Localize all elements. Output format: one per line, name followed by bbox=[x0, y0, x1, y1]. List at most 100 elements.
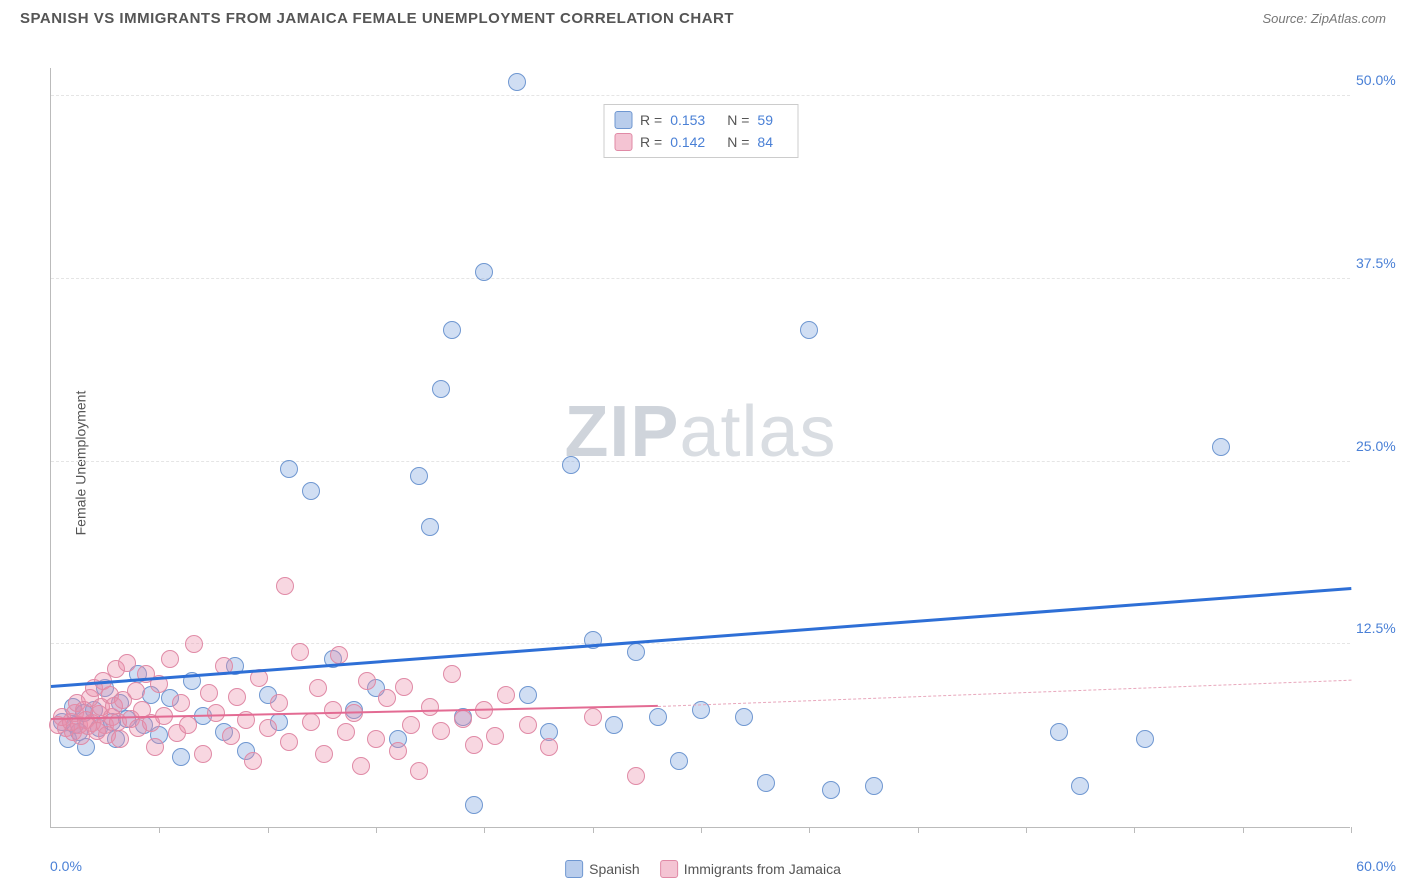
n-value-jamaica: 84 bbox=[757, 134, 773, 150]
legend-row-jamaica: R = 0.142 N = 84 bbox=[614, 131, 787, 153]
scatter-point bbox=[194, 745, 212, 763]
scatter-point bbox=[172, 748, 190, 766]
swatch-jamaica bbox=[660, 860, 678, 878]
scatter-point bbox=[627, 767, 645, 785]
r-label: R = bbox=[640, 134, 662, 150]
scatter-point bbox=[207, 704, 225, 722]
chart-source: Source: ZipAtlas.com bbox=[1262, 11, 1386, 26]
scatter-point bbox=[410, 467, 428, 485]
legend-item-jamaica: Immigrants from Jamaica bbox=[660, 860, 841, 878]
chart-header: SPANISH VS IMMIGRANTS FROM JAMAICA FEMAL… bbox=[0, 0, 1406, 33]
gridline bbox=[51, 95, 1350, 96]
scatter-point bbox=[276, 577, 294, 595]
legend-row-spanish: R = 0.153 N = 59 bbox=[614, 109, 787, 131]
scatter-point bbox=[432, 380, 450, 398]
r-label: R = bbox=[640, 112, 662, 128]
scatter-point bbox=[146, 738, 164, 756]
scatter-point bbox=[270, 694, 288, 712]
y-tick-label: 50.0% bbox=[1356, 72, 1406, 88]
scatter-point bbox=[402, 716, 420, 734]
x-tick-mark bbox=[1134, 827, 1135, 833]
x-tick-mark bbox=[484, 827, 485, 833]
swatch-jamaica bbox=[614, 133, 632, 151]
scatter-point bbox=[172, 694, 190, 712]
scatter-point bbox=[410, 762, 428, 780]
scatter-point bbox=[185, 635, 203, 653]
scatter-point bbox=[1212, 438, 1230, 456]
swatch-spanish bbox=[565, 860, 583, 878]
x-tick-mark bbox=[159, 827, 160, 833]
x-tick-mark bbox=[1351, 827, 1352, 833]
scatter-point bbox=[324, 701, 342, 719]
r-value-jamaica: 0.142 bbox=[670, 134, 705, 150]
scatter-point bbox=[670, 752, 688, 770]
scatter-point bbox=[378, 689, 396, 707]
trend-line bbox=[658, 680, 1351, 707]
scatter-point bbox=[443, 665, 461, 683]
x-tick-mark bbox=[268, 827, 269, 833]
scatter-point bbox=[302, 482, 320, 500]
scatter-point bbox=[161, 650, 179, 668]
scatter-point bbox=[367, 730, 385, 748]
scatter-point bbox=[519, 686, 537, 704]
y-tick-label: 12.5% bbox=[1356, 620, 1406, 636]
scatter-point bbox=[1071, 777, 1089, 795]
gridline bbox=[51, 461, 1350, 462]
x-tick-mark bbox=[918, 827, 919, 833]
swatch-spanish bbox=[614, 111, 632, 129]
scatter-point bbox=[735, 708, 753, 726]
scatter-point bbox=[486, 727, 504, 745]
scatter-point bbox=[508, 73, 526, 91]
r-value-spanish: 0.153 bbox=[670, 112, 705, 128]
scatter-point bbox=[228, 688, 246, 706]
scatter-point bbox=[395, 678, 413, 696]
y-tick-label: 25.0% bbox=[1356, 438, 1406, 454]
scatter-point bbox=[540, 738, 558, 756]
x-tick-mark bbox=[1243, 827, 1244, 833]
plot-area: ZIPatlas R = 0.153 N = 59 R = 0.142 N = … bbox=[50, 68, 1350, 828]
scatter-point bbox=[222, 727, 240, 745]
legend-item-spanish: Spanish bbox=[565, 860, 640, 878]
scatter-point bbox=[465, 796, 483, 814]
y-tick-label: 37.5% bbox=[1356, 255, 1406, 271]
scatter-point bbox=[358, 672, 376, 690]
n-label: N = bbox=[727, 134, 749, 150]
scatter-point bbox=[389, 742, 407, 760]
scatter-point bbox=[280, 460, 298, 478]
scatter-point bbox=[421, 698, 439, 716]
scatter-point bbox=[627, 643, 645, 661]
scatter-point bbox=[1136, 730, 1154, 748]
scatter-point bbox=[822, 781, 840, 799]
scatter-point bbox=[432, 722, 450, 740]
scatter-point bbox=[584, 708, 602, 726]
x-tick-mark bbox=[701, 827, 702, 833]
chart-title: SPANISH VS IMMIGRANTS FROM JAMAICA FEMAL… bbox=[20, 10, 734, 27]
scatter-point bbox=[179, 716, 197, 734]
scatter-point bbox=[244, 752, 262, 770]
x-tick-mark bbox=[809, 827, 810, 833]
scatter-point bbox=[497, 686, 515, 704]
x-tick-mark bbox=[1026, 827, 1027, 833]
gridline bbox=[51, 643, 1350, 644]
x-axis-min-label: 0.0% bbox=[50, 858, 82, 874]
scatter-point bbox=[1050, 723, 1068, 741]
scatter-point bbox=[337, 723, 355, 741]
scatter-point bbox=[118, 654, 136, 672]
correlation-legend: R = 0.153 N = 59 R = 0.142 N = 84 bbox=[603, 104, 798, 158]
scatter-point bbox=[562, 456, 580, 474]
scatter-point bbox=[421, 518, 439, 536]
x-tick-mark bbox=[376, 827, 377, 833]
scatter-point bbox=[649, 708, 667, 726]
scatter-point bbox=[465, 736, 483, 754]
scatter-point bbox=[757, 774, 775, 792]
scatter-point bbox=[454, 710, 472, 728]
scatter-point bbox=[200, 684, 218, 702]
scatter-point bbox=[865, 777, 883, 795]
scatter-point bbox=[259, 719, 277, 737]
x-tick-mark bbox=[593, 827, 594, 833]
scatter-point bbox=[330, 646, 348, 664]
scatter-point bbox=[605, 716, 623, 734]
x-axis-max-label: 60.0% bbox=[1356, 858, 1396, 874]
n-label: N = bbox=[727, 112, 749, 128]
scatter-point bbox=[127, 682, 145, 700]
